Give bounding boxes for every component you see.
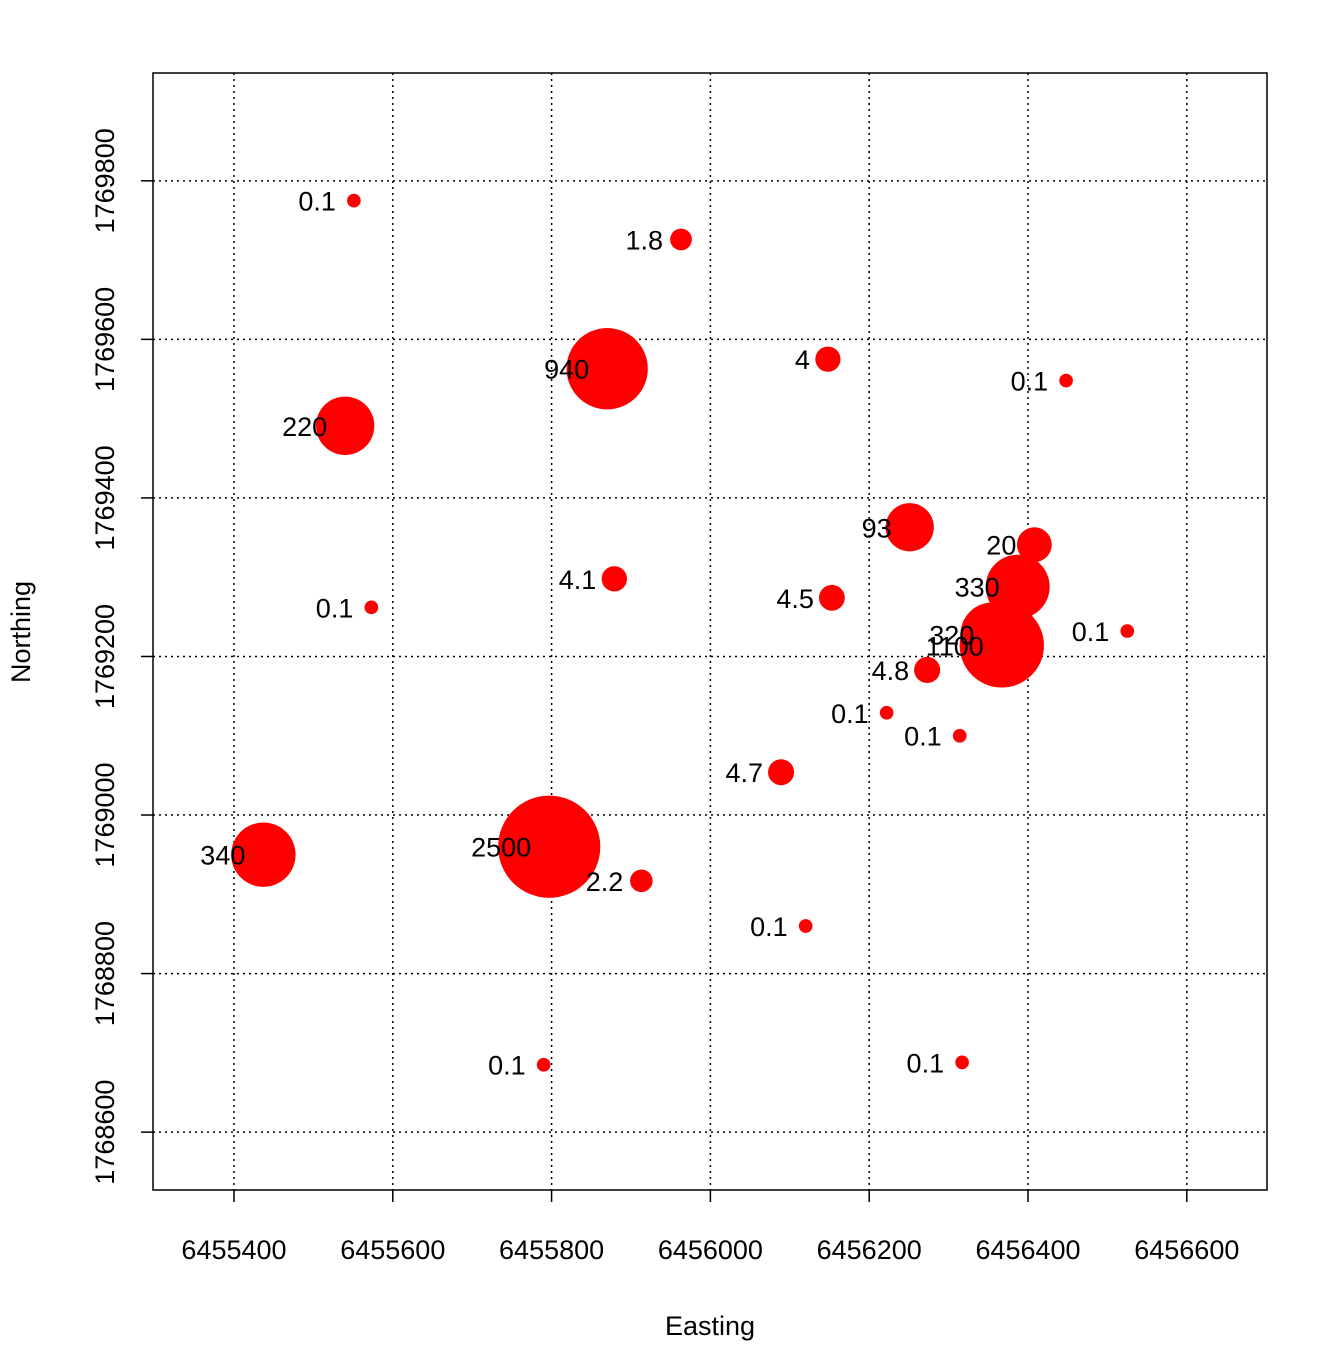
data-label: 4.1 [559,565,597,595]
x-tick-label: 6456400 [975,1235,1080,1265]
x-tick-label: 6456000 [658,1235,763,1265]
bubble [768,759,795,786]
bubble [955,1055,969,1070]
data-label: 0.1 [316,593,354,623]
data-label: 940 [544,355,589,385]
bubble [566,328,648,410]
data-label: 0.1 [904,722,942,752]
data-label: 4.5 [776,584,814,614]
x-tick-label: 6456200 [817,1235,922,1265]
data-label: 1.8 [625,225,663,255]
bubble [952,728,967,743]
bubble [670,228,692,251]
data-label: 220 [282,412,327,442]
bubble [879,705,894,720]
plot-frame [152,72,1268,1191]
bubble [231,822,296,887]
y-axis-title: Northing [6,581,36,683]
data-label: 0.1 [907,1048,945,1078]
bubble [315,396,375,455]
bubble [536,1057,551,1072]
y-tick-label: 1769600 [90,287,120,392]
x-axis-title: Easting [665,1311,755,1341]
bubble [815,346,841,372]
y-tick-label: 1769800 [90,128,120,233]
data-label: 0.1 [831,699,869,729]
bubble [630,869,653,893]
x-tick-label: 6456600 [1134,1235,1239,1265]
y-tick-label: 1768800 [90,921,120,1026]
bubble [985,554,1050,619]
bubble [885,503,934,552]
data-label: 4.8 [872,656,910,686]
data-label: 4.7 [726,758,764,788]
data-label: 0.1 [1011,367,1049,397]
bubble [798,919,813,933]
data-label: 0.1 [488,1051,526,1081]
data-label: 93 [862,513,892,543]
y-tick-label: 1768600 [90,1080,120,1185]
bubble [601,566,627,592]
y-tick-label: 1769000 [90,762,120,867]
bubble [498,795,601,898]
bubble [364,600,379,615]
bubble [1120,624,1135,638]
bubble [1059,373,1073,388]
data-label: 340 [200,841,245,871]
x-tick-label: 6455400 [181,1235,286,1265]
data-label: 1100 [926,631,984,661]
data-label: 0.1 [298,187,336,217]
data-label: 20 [986,531,1016,561]
bubble [914,656,941,684]
data-label: 320 [929,620,974,650]
data-label: 0.1 [1072,617,1110,647]
bubble [959,603,1044,688]
y-tick-label: 1769200 [90,604,120,709]
data-label: 4 [795,345,810,375]
data-label: 0.1 [750,912,788,942]
x-tick-label: 6455600 [340,1235,445,1265]
bubble [1016,527,1052,563]
data-label: 2.2 [586,867,624,897]
bubble [818,584,845,611]
bubble [347,193,361,208]
y-tick-label: 1769400 [90,445,120,550]
data-label: 330 [955,573,1000,603]
x-tick-label: 6455800 [499,1235,604,1265]
data-label: 2500 [471,833,531,863]
